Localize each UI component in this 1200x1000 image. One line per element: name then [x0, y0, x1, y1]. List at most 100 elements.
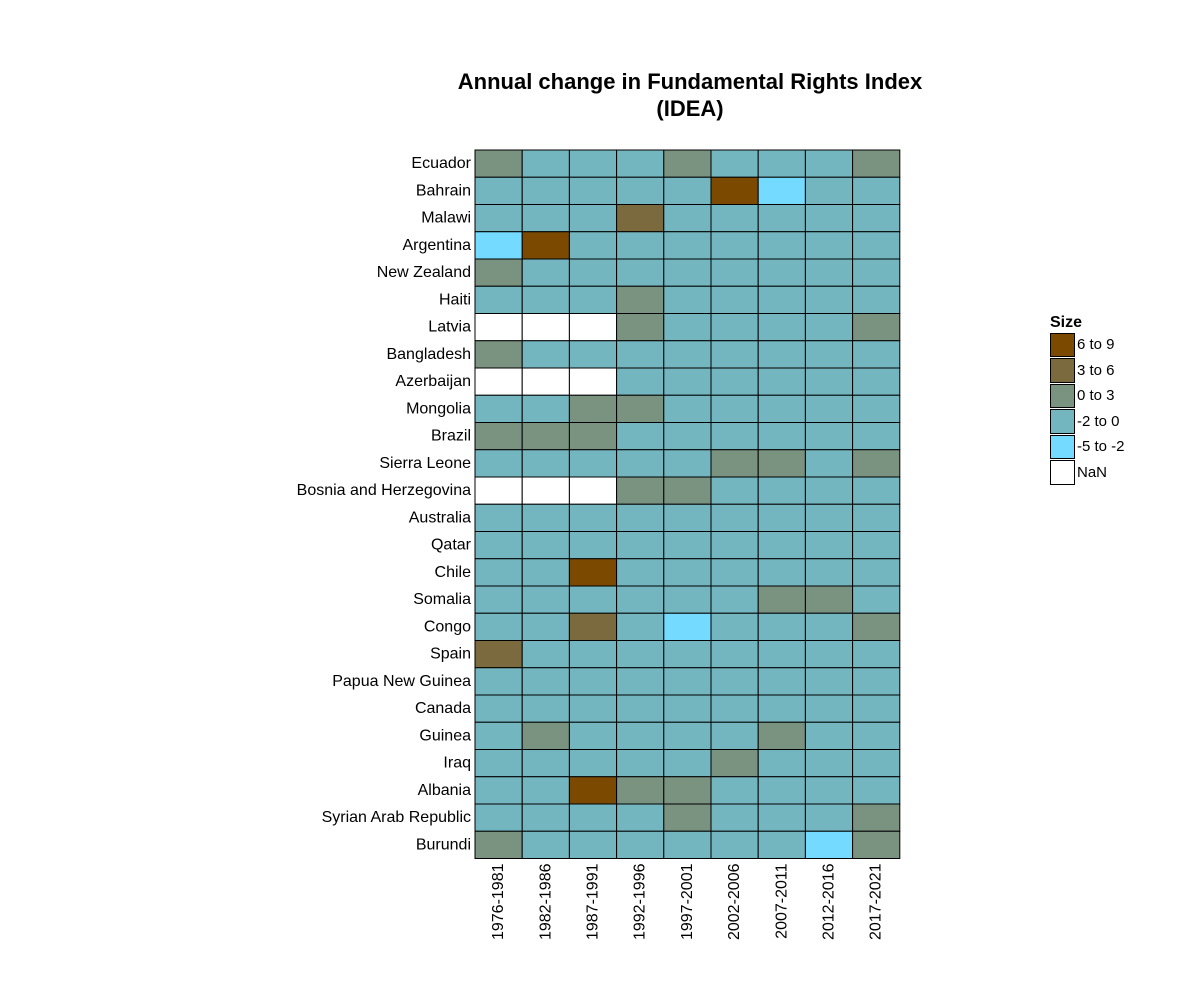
y-tick-label: Argentina — [403, 237, 472, 254]
heatmap-cell — [616, 476, 665, 505]
heatmap-cell — [521, 531, 570, 560]
heatmap-cell — [710, 803, 759, 832]
heatmap-cell — [474, 340, 523, 369]
legend-swatch — [1050, 460, 1075, 485]
heatmap-cell — [568, 258, 618, 287]
y-tick-label: Qatar — [431, 537, 472, 554]
heatmap-cell — [804, 749, 854, 778]
legend-label: 6 to 9 — [1077, 336, 1115, 354]
heatmap-cell — [804, 367, 854, 396]
heatmap-cell — [521, 422, 570, 451]
y-tick-label: Sierra Leone — [379, 455, 471, 472]
heatmap-cell — [757, 830, 806, 859]
heatmap-cell — [804, 394, 854, 423]
heatmap-cell — [804, 449, 854, 478]
legend-item: -2 to 0 — [1050, 409, 1125, 435]
heatmap-cell — [710, 422, 759, 451]
legend-title: Size — [1050, 314, 1083, 331]
heatmap-cell — [804, 803, 854, 832]
heatmap-cell — [804, 612, 854, 641]
heatmap-cell — [663, 776, 712, 805]
heatmap-cell — [852, 830, 901, 859]
heatmap-cell — [616, 394, 665, 423]
heatmap-cell — [616, 612, 665, 641]
heatmap-cell — [616, 313, 665, 342]
heatmap-cell — [616, 776, 665, 805]
heatmap-cell — [852, 558, 901, 587]
y-tick-label: Bosnia and Herzegovina — [297, 482, 471, 499]
heatmap-cell — [710, 640, 759, 669]
heatmap-cell — [663, 585, 712, 614]
heatmap-cell — [804, 776, 854, 805]
y-tick-label: Haiti — [439, 291, 471, 308]
heatmap-cell — [663, 667, 712, 696]
heatmap-cell — [852, 531, 901, 560]
heatmap-cell — [852, 422, 901, 451]
heatmap-cell — [852, 803, 901, 832]
heatmap-cell — [852, 340, 901, 369]
heatmap-cell — [804, 721, 854, 750]
heatmap-cell — [616, 667, 665, 696]
legend-swatch — [1050, 409, 1075, 434]
heatmap-cell — [568, 558, 618, 587]
heatmap-cell — [757, 503, 806, 532]
heatmap-cell — [663, 449, 712, 478]
heatmap-cell — [474, 313, 523, 342]
heatmap-cell — [710, 612, 759, 641]
heatmap-cell — [804, 531, 854, 560]
heatmap-cell — [710, 558, 759, 587]
y-tick-label: Malawi — [421, 210, 471, 227]
heatmap-cell — [757, 749, 806, 778]
heatmap-cell — [804, 640, 854, 669]
heatmap-cell — [568, 449, 618, 478]
heatmap-cell — [804, 204, 854, 233]
heatmap-cell — [474, 449, 523, 478]
heatmap-cell — [852, 285, 901, 314]
y-tick-label: Bangladesh — [386, 346, 471, 363]
heatmap-cell — [663, 422, 712, 451]
heatmap-cell — [616, 449, 665, 478]
heatmap-cell — [852, 367, 901, 396]
heatmap-cell — [663, 694, 712, 723]
heatmap-cell — [616, 231, 665, 260]
heatmap-cell — [474, 694, 523, 723]
heatmap-cell — [757, 721, 806, 750]
heatmap-cell — [568, 667, 618, 696]
y-tick-label: Azerbaijan — [395, 373, 471, 390]
legend-label: NaN — [1077, 463, 1108, 481]
heatmap-cell — [616, 285, 665, 314]
heatmap-cell — [852, 694, 901, 723]
heatmap-cell — [804, 313, 854, 342]
heatmap-cell — [521, 449, 570, 478]
heatmap-cell — [852, 667, 901, 696]
heatmap-cell — [710, 585, 759, 614]
chart-title-line-1: Annual change in Fundamental Rights Inde… — [457, 69, 923, 94]
heatmap-cell — [474, 640, 523, 669]
heatmap-cell — [710, 367, 759, 396]
heatmap-cell — [710, 204, 759, 233]
heatmap-cell — [804, 503, 854, 532]
legend-swatch — [1050, 332, 1075, 357]
heatmap-cell — [804, 176, 854, 205]
heatmap-cell — [474, 476, 523, 505]
heatmap-cell — [710, 231, 759, 260]
legend-label: -5 to -2 — [1077, 438, 1125, 456]
heatmap-cell — [568, 149, 618, 178]
heatmap-cell — [804, 149, 854, 178]
heatmap-cell — [757, 394, 806, 423]
heatmap-cell — [474, 667, 523, 696]
heatmap-cell — [568, 585, 618, 614]
legend-item: -5 to -2 — [1050, 434, 1125, 460]
heatmap-cell — [663, 231, 712, 260]
heatmap-cell — [663, 204, 712, 233]
heatmap-cell — [710, 694, 759, 723]
chart-title: Annual change in Fundamental Rights Inde… — [385, 68, 995, 122]
heatmap-cell — [568, 721, 618, 750]
y-tick-label: Syrian Arab Republic — [322, 809, 471, 826]
heatmap-cell — [474, 503, 523, 532]
heatmap-cell — [474, 776, 523, 805]
heatmap-cell — [663, 340, 712, 369]
heatmap-cell — [616, 340, 665, 369]
heatmap-cell — [852, 749, 901, 778]
heatmap-cell — [474, 394, 523, 423]
